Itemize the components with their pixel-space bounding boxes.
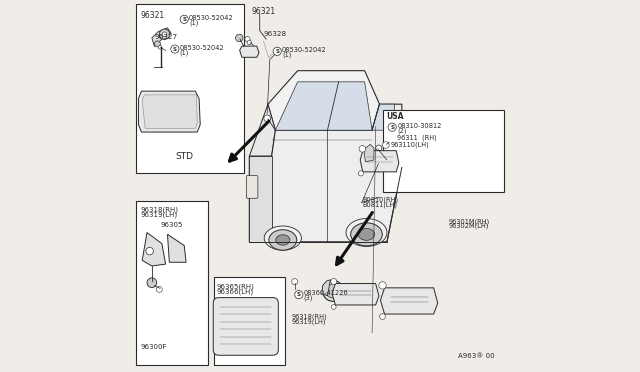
Text: B0811(LH): B0811(LH)	[363, 202, 398, 208]
Text: 963110(LH): 963110(LH)	[390, 141, 429, 148]
Bar	[136, 4, 244, 173]
Polygon shape	[360, 151, 399, 172]
FancyBboxPatch shape	[213, 298, 278, 355]
Circle shape	[180, 15, 188, 23]
Text: S: S	[182, 17, 186, 22]
Polygon shape	[332, 283, 379, 305]
Circle shape	[359, 145, 365, 152]
Circle shape	[331, 279, 337, 285]
Polygon shape	[372, 104, 394, 130]
Polygon shape	[335, 285, 352, 300]
Polygon shape	[275, 82, 372, 130]
Polygon shape	[250, 104, 275, 156]
Ellipse shape	[346, 219, 387, 247]
Polygon shape	[385, 289, 405, 308]
Circle shape	[159, 29, 170, 39]
Ellipse shape	[276, 235, 290, 245]
Text: A963® 00: A963® 00	[458, 353, 495, 359]
Bar	[383, 110, 504, 192]
Circle shape	[158, 45, 162, 49]
Polygon shape	[380, 288, 438, 314]
Text: 96318(RH): 96318(RH)	[141, 206, 179, 213]
Text: 08530-52042: 08530-52042	[282, 47, 327, 53]
Text: B0810(RH): B0810(RH)	[363, 197, 399, 203]
Circle shape	[147, 278, 157, 288]
Circle shape	[326, 284, 340, 298]
Circle shape	[376, 145, 381, 151]
Circle shape	[380, 314, 385, 319]
Text: S: S	[173, 46, 177, 52]
Text: USA: USA	[386, 112, 404, 121]
Text: 96319(LH): 96319(LH)	[141, 211, 178, 218]
Text: STD: STD	[175, 153, 193, 161]
Circle shape	[146, 247, 154, 255]
Circle shape	[292, 279, 298, 285]
FancyBboxPatch shape	[246, 176, 258, 198]
Polygon shape	[142, 95, 197, 128]
Text: (3): (3)	[303, 295, 313, 301]
Polygon shape	[268, 71, 380, 130]
Text: (1): (1)	[189, 19, 198, 26]
Circle shape	[171, 45, 179, 53]
Polygon shape	[142, 232, 166, 266]
Circle shape	[323, 280, 344, 301]
Text: 08310-30812: 08310-30812	[397, 123, 442, 129]
Ellipse shape	[264, 226, 301, 250]
Circle shape	[273, 47, 282, 55]
Text: 96321: 96321	[251, 7, 275, 16]
Text: 96319(LH): 96319(LH)	[292, 318, 326, 325]
Circle shape	[358, 171, 364, 176]
Circle shape	[383, 142, 389, 148]
Text: 96311  (RH): 96311 (RH)	[397, 134, 437, 141]
Polygon shape	[138, 91, 200, 132]
Circle shape	[388, 123, 396, 131]
Circle shape	[332, 305, 336, 310]
Bar	[136, 201, 209, 365]
Circle shape	[154, 41, 161, 47]
Text: 96321: 96321	[141, 11, 165, 20]
Ellipse shape	[351, 223, 382, 246]
Text: S: S	[275, 49, 279, 54]
Circle shape	[247, 40, 252, 45]
Ellipse shape	[269, 230, 297, 250]
Circle shape	[163, 32, 167, 36]
Text: 96302M(LH): 96302M(LH)	[449, 223, 489, 230]
Ellipse shape	[358, 228, 374, 240]
Circle shape	[156, 286, 163, 292]
Circle shape	[236, 34, 243, 42]
Text: 96327: 96327	[154, 34, 177, 40]
Polygon shape	[168, 234, 186, 262]
Text: 96365(RH): 96365(RH)	[216, 284, 255, 291]
Text: (1): (1)	[180, 49, 189, 56]
Text: 96301M(RH): 96301M(RH)	[449, 218, 490, 225]
Text: 08530-52042: 08530-52042	[180, 45, 225, 51]
Polygon shape	[364, 144, 374, 162]
Text: 96300F: 96300F	[141, 344, 167, 350]
Text: 08360-41226: 08360-41226	[303, 290, 348, 296]
Text: S: S	[297, 292, 301, 297]
Bar	[214, 277, 285, 365]
Text: 96305: 96305	[160, 222, 182, 228]
Polygon shape	[322, 280, 330, 296]
Circle shape	[264, 115, 271, 122]
Circle shape	[294, 291, 303, 299]
Polygon shape	[250, 104, 402, 242]
Polygon shape	[239, 46, 259, 57]
Text: 96328: 96328	[264, 31, 287, 37]
Text: S: S	[390, 125, 394, 130]
Polygon shape	[250, 156, 271, 242]
Text: (2): (2)	[397, 127, 407, 134]
Text: 96318(RH): 96318(RH)	[292, 314, 328, 320]
Text: (1): (1)	[282, 51, 291, 58]
Polygon shape	[152, 28, 172, 46]
Circle shape	[245, 36, 250, 42]
Text: 08530-52042: 08530-52042	[189, 15, 234, 21]
Circle shape	[379, 282, 386, 289]
Text: 96366(LH): 96366(LH)	[216, 289, 253, 295]
